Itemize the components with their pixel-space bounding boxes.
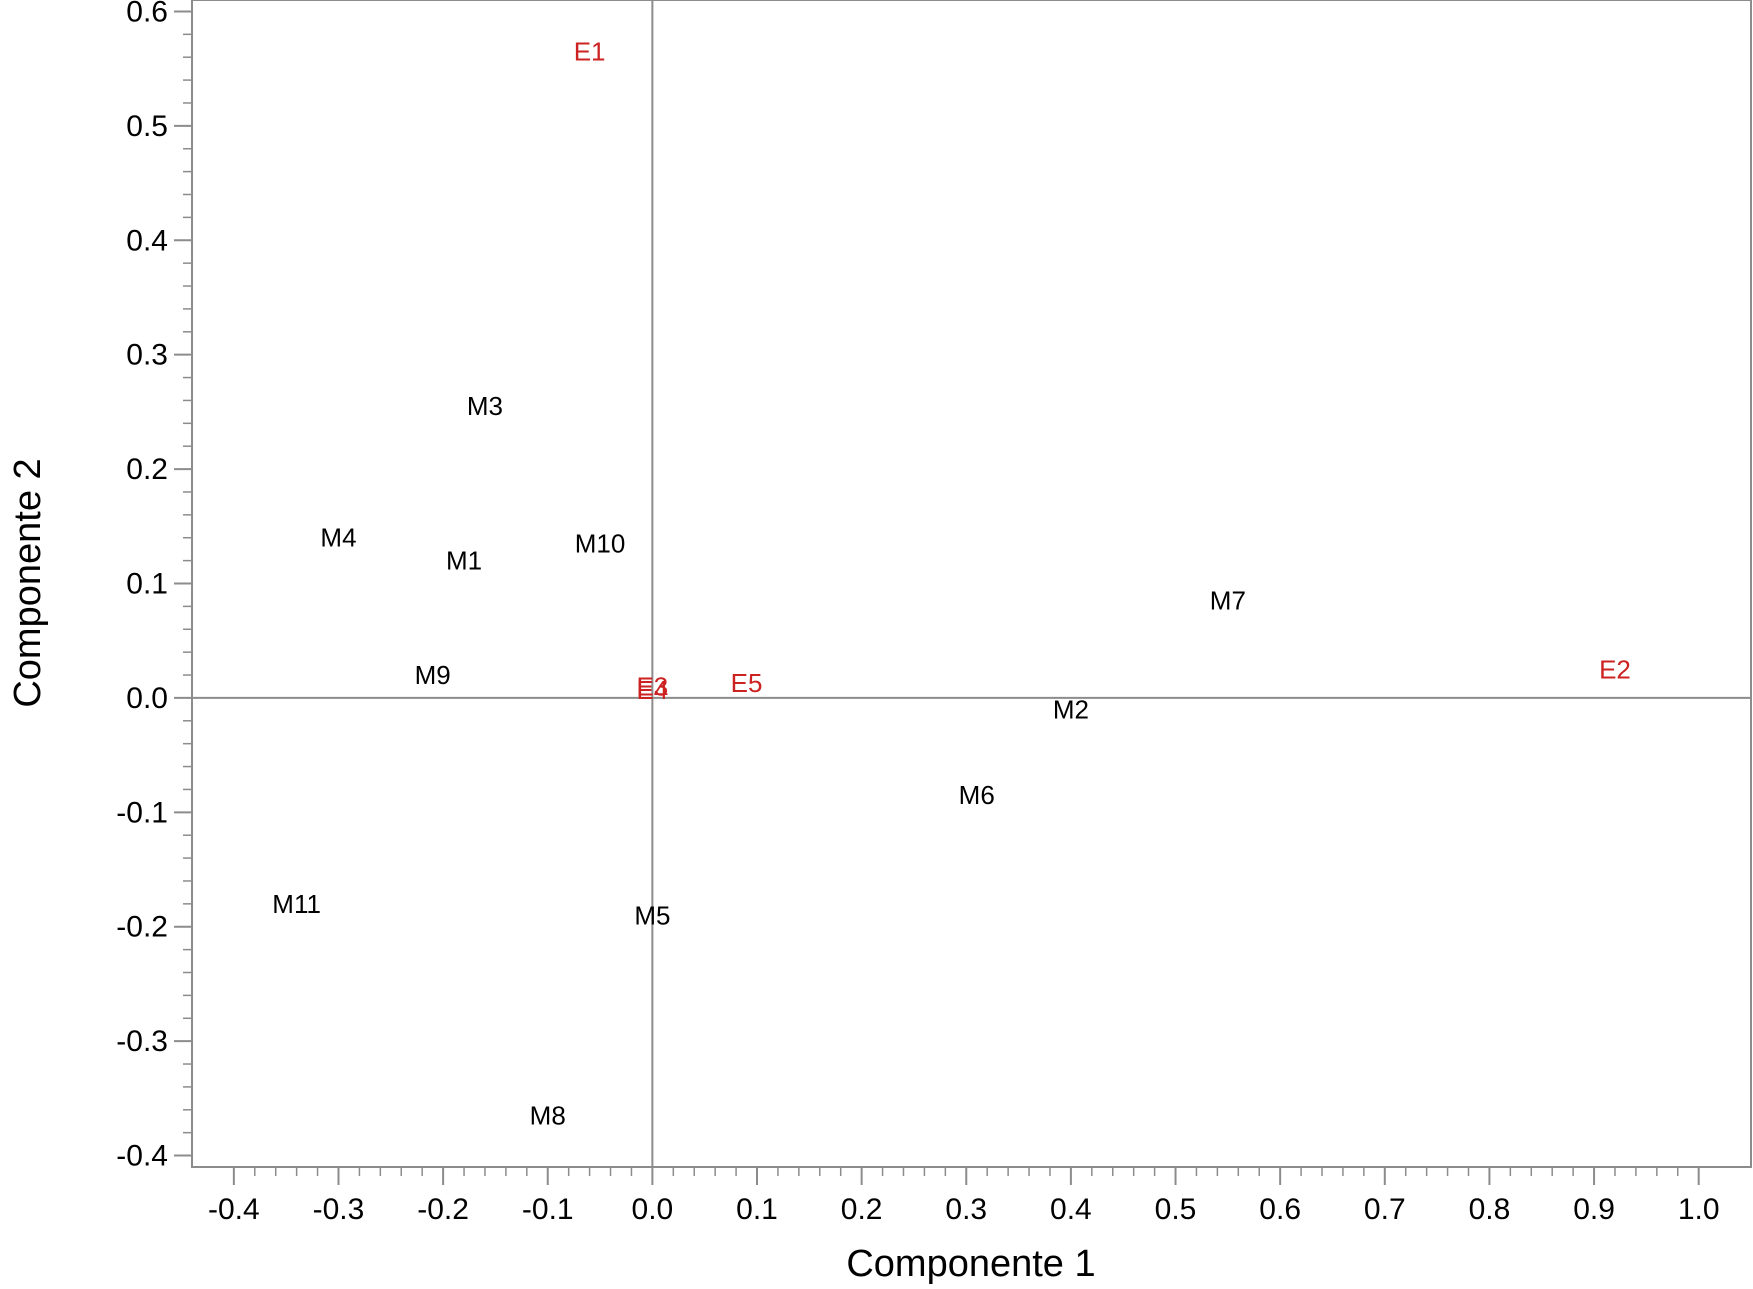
x-tick-label: -0.1 [522,1193,574,1226]
y-tick-label: 0.0 [126,682,168,715]
y-tick-label: 0.6 [126,0,168,28]
x-axis: -0.4 -0.3 -0.2 -0.1 0.0 0.1 0.2 0.3 0.4 0.5 0.6 0.7… [208,1167,1720,1226]
y-tick-label: -0.3 [116,1025,168,1058]
x-tick-label: 0.9 [1573,1193,1615,1226]
y-tick-label: 0.5 [126,110,168,143]
x-tick-label: -0.4 [208,1193,260,1226]
point-label-e2: E2 [1599,654,1631,684]
y-tick-label: -0.4 [116,1140,168,1173]
x-tick-label: 0.0 [632,1193,674,1226]
point-label-m8: M8 [530,1101,566,1131]
x-tick-label: -0.2 [417,1193,469,1226]
point-label-m1: M1 [446,546,482,576]
y-axis-title: Componente 2 [7,458,49,707]
x-tick-label: 0.2 [841,1193,883,1226]
point-label-m9: M9 [415,660,451,690]
point-label-m6: M6 [959,780,995,810]
x-tick-label: 0.5 [1155,1193,1197,1226]
y-tick-label: 0.4 [126,224,168,257]
x-tick-label: 0.3 [945,1193,987,1226]
point-label-m11: M11 [272,889,321,919]
x-tick-label: -0.3 [313,1193,365,1226]
y-tick-label: -0.1 [116,796,168,829]
point-label-e1: E1 [574,36,606,66]
x-tick-label: 0.8 [1469,1193,1511,1226]
x-axis-title: Componente 1 [846,1243,1095,1284]
point-label-m7: M7 [1210,586,1246,616]
point-label-m2: M2 [1053,694,1089,724]
y-tick-label: 0.3 [126,339,168,372]
x-tick-label: 0.6 [1259,1193,1301,1226]
point-label-e5: E5 [731,668,763,698]
point-label-m3: M3 [467,391,503,421]
x-tick-label: 0.4 [1050,1193,1092,1226]
point-label-m4: M4 [320,523,356,553]
y-tick-label: -0.2 [116,911,168,944]
point-label-e4: E4 [636,675,668,705]
x-tick-label: 0.7 [1364,1193,1406,1226]
y-tick-label: 0.1 [126,568,168,601]
x-tick-label: 1.0 [1678,1193,1720,1226]
y-tick-label: 0.2 [126,453,168,486]
x-tick-label: 0.1 [736,1193,778,1226]
reference-lines [192,0,1751,1167]
y-axis: -0.4 -0.3 -0.2 -0.1 0.0 0.1 0.2 0.3 0.4 0.5 0.6 [116,0,192,1173]
point-label-m10: M10 [575,528,626,558]
plot-frame [191,0,1752,1168]
point-label-m5: M5 [634,900,670,930]
point-label-e3: E3 [636,671,668,701]
